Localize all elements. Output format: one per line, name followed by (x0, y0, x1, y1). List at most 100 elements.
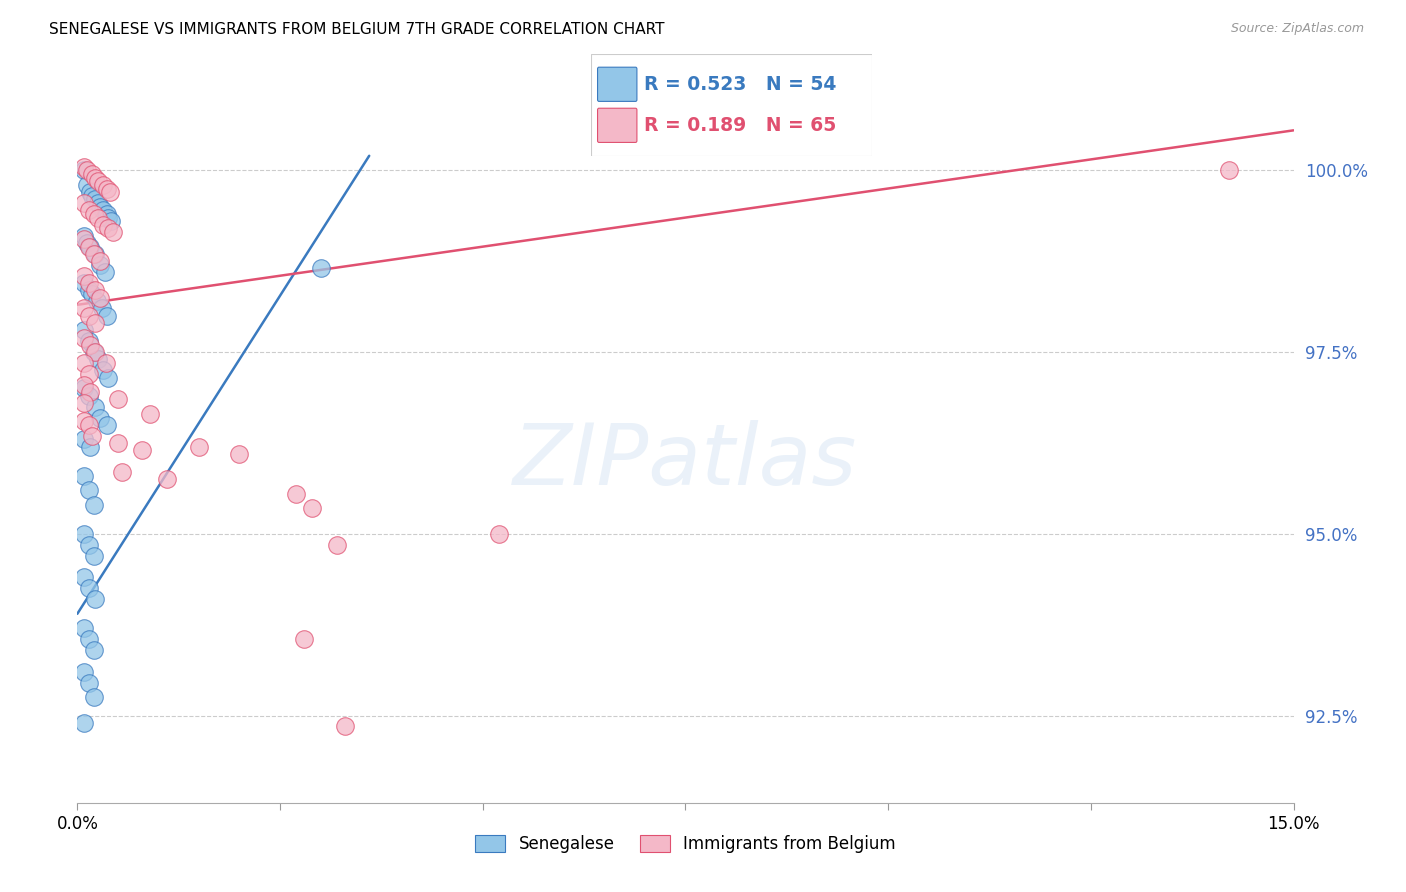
Point (188, 440, 211, 454)
Point (84, 345, 107, 359)
Point (87, 174, 110, 188)
Point (90, 301, 112, 316)
Point (228, 447, 250, 461)
Point (488, 526, 510, 541)
Point (84, 170, 107, 185)
Text: ZIPatlas: ZIPatlas (513, 419, 858, 502)
FancyBboxPatch shape (598, 108, 637, 143)
Point (73, 665, 96, 679)
Point (1218, 163, 1240, 178)
Point (83, 207, 105, 221)
Point (76, 235, 98, 250)
Point (73, 526, 96, 541)
Point (83, 498, 105, 512)
Point (96, 207, 118, 221)
Point (73, 276, 96, 290)
Point (98, 185, 121, 199)
Point (83, 690, 105, 705)
Point (77, 276, 100, 290)
Point (101, 225, 124, 239)
Point (80, 286, 103, 301)
Point (73, 433, 96, 447)
Point (79, 185, 101, 199)
Point (91, 218, 114, 232)
Point (89, 291, 111, 305)
Point (79, 338, 101, 352)
Point (97, 370, 120, 384)
Point (77, 632, 100, 647)
Point (89, 200, 111, 214)
Point (77, 240, 100, 254)
Point (73, 160, 96, 174)
Point (77, 283, 100, 297)
Point (89, 410, 111, 425)
Point (73, 414, 96, 428)
Point (79, 240, 101, 254)
Text: R = 0.189   N = 65: R = 0.189 N = 65 (644, 116, 837, 135)
Point (84, 400, 107, 414)
Point (326, 538, 349, 552)
Point (301, 501, 323, 516)
Point (107, 392, 129, 407)
Point (155, 472, 177, 486)
Point (292, 632, 315, 647)
Point (77, 367, 100, 381)
Point (89, 258, 111, 272)
Point (94, 356, 117, 370)
Point (80, 188, 103, 202)
Text: SENEGALESE VS IMMIGRANTS FROM BELGIUM 7TH GRADE CORRELATION CHART: SENEGALESE VS IMMIGRANTS FROM BELGIUM 7T… (49, 22, 665, 37)
Point (139, 407, 162, 421)
Point (84, 193, 107, 207)
Point (89, 254, 111, 268)
Point (73, 196, 96, 211)
FancyBboxPatch shape (598, 67, 637, 102)
Point (333, 719, 356, 733)
Point (73, 268, 96, 283)
Point (107, 436, 129, 450)
Point (73, 301, 96, 316)
Point (76, 163, 98, 178)
Point (87, 196, 110, 211)
Point (97, 211, 120, 225)
Text: Source: ZipAtlas.com: Source: ZipAtlas.com (1230, 22, 1364, 36)
Point (73, 621, 96, 635)
Point (83, 247, 105, 261)
Point (80, 167, 103, 181)
Point (84, 283, 107, 297)
Point (91, 363, 114, 377)
Point (73, 163, 96, 178)
Point (96, 309, 118, 323)
Point (91, 178, 114, 192)
Point (79, 440, 101, 454)
Point (77, 203, 100, 218)
Point (77, 676, 100, 690)
Point (77, 334, 100, 348)
Point (73, 330, 96, 344)
Point (100, 214, 122, 228)
FancyBboxPatch shape (591, 54, 872, 156)
Point (86, 294, 108, 309)
Point (84, 592, 107, 607)
Point (131, 443, 153, 458)
Point (309, 261, 332, 276)
Point (77, 538, 100, 552)
Point (87, 211, 110, 225)
Point (73, 377, 96, 392)
Point (84, 316, 107, 330)
Point (87, 352, 110, 367)
Point (73, 570, 96, 584)
Point (77, 417, 100, 432)
Point (91, 203, 114, 218)
Point (77, 309, 100, 323)
Legend: Senegalese, Immigrants from Belgium: Senegalese, Immigrants from Belgium (468, 829, 903, 860)
Point (94, 265, 117, 279)
Point (96, 181, 118, 195)
Point (79, 385, 101, 400)
Point (73, 356, 96, 370)
Point (83, 549, 105, 563)
Point (84, 247, 107, 261)
Point (80, 428, 103, 442)
Point (83, 345, 105, 359)
Point (96, 417, 118, 432)
Point (77, 582, 100, 596)
